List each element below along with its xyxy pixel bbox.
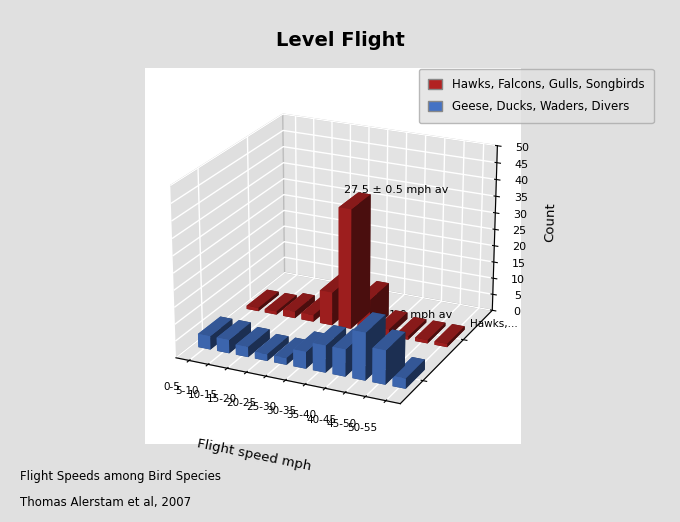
Text: Thomas Alerstam et al, 2007: Thomas Alerstam et al, 2007 xyxy=(20,496,192,509)
X-axis label: Flight speed mph: Flight speed mph xyxy=(197,438,313,473)
Text: Level Flight: Level Flight xyxy=(275,31,405,50)
Legend: Hawks, Falcons, Gulls, Songbirds, Geese, Ducks, Waders, Divers: Hawks, Falcons, Gulls, Songbirds, Geese,… xyxy=(419,68,653,123)
Text: Flight Speeds among Bird Species: Flight Speeds among Bird Species xyxy=(20,470,222,483)
